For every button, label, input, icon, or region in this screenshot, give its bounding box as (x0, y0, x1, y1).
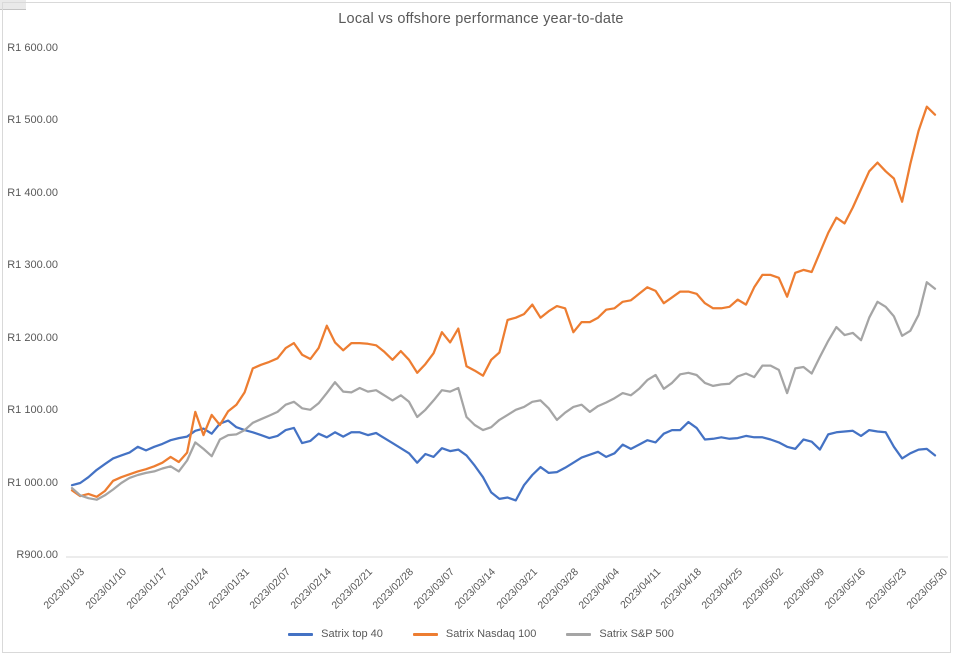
legend-item-satrix-nasdaq-100[interactable]: Satrix Nasdaq 100 (412, 628, 537, 640)
legend-label: Satrix Nasdaq 100 (445, 628, 537, 640)
y-tick-label: R1 200.00 (7, 331, 58, 344)
series-line-satrix-top-40[interactable] (70, 419, 937, 502)
legend-swatch-satrix-sp-500 (566, 632, 592, 636)
y-tick-label: R1 000.00 (7, 476, 58, 489)
legend-label: Satrix top 40 (321, 628, 383, 640)
screen-corner-artifact (0, 0, 26, 10)
series-line-satrix-nasdaq-100[interactable] (70, 105, 937, 498)
legend-swatch-satrix-nasdaq-100 (412, 632, 438, 636)
y-tick-label: R1 300.00 (7, 259, 58, 271)
legend-item-satrix-sp-500[interactable]: Satrix S&P 500 (566, 628, 674, 640)
y-tick-label: R1 400.00 (7, 186, 58, 199)
legend-label: Satrix S&P 500 (599, 628, 674, 640)
series-lines (70, 105, 937, 502)
y-tick-label: R1 500.00 (7, 114, 58, 126)
chart-title[interactable]: Local vs offshore performance year-to-da… (338, 11, 624, 27)
legend-swatch-satrix-top-40 (288, 632, 314, 636)
series-line-satrix-s-p-500[interactable] (70, 281, 937, 501)
y-tick-label: R1 100.00 (7, 404, 58, 416)
y-tick-label: R1 600.00 (7, 41, 58, 54)
legend: Satrix top 40 Satrix Nasdaq 100 Satrix S… (0, 628, 962, 640)
y-tick-label: R900.00 (16, 549, 58, 561)
legend-item-satrix-top-40[interactable]: Satrix top 40 (288, 628, 383, 640)
